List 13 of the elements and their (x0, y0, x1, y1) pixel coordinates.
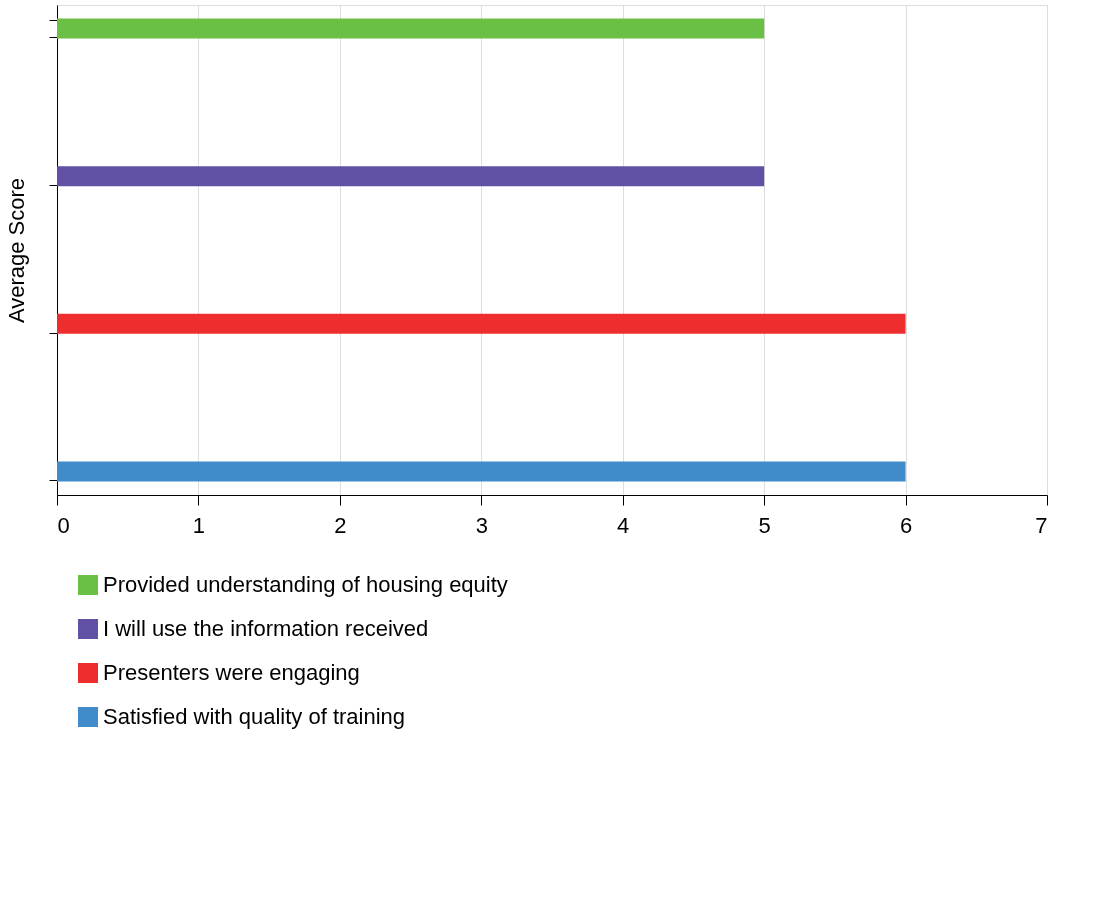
legend-label: Satisfied with quality of training (103, 704, 406, 729)
x-tick-label: 2 (334, 512, 347, 538)
legend-label: I will use the information received (103, 616, 429, 641)
legend-label: Presenters were engaging (103, 660, 360, 685)
x-tick-label: 6 (899, 512, 913, 538)
x-tick-label: 0 (57, 512, 70, 538)
x-tick-label: 7 (1035, 512, 1048, 538)
legend-label: Provided understanding of housing equity (103, 572, 508, 597)
x-tick-label: 1 (192, 512, 206, 538)
y-axis-title: Average Score (4, 177, 29, 324)
x-tick-label: 5 (758, 512, 771, 538)
x-tick-label: 4 (617, 512, 630, 538)
x-tick-label: 3 (475, 512, 488, 538)
